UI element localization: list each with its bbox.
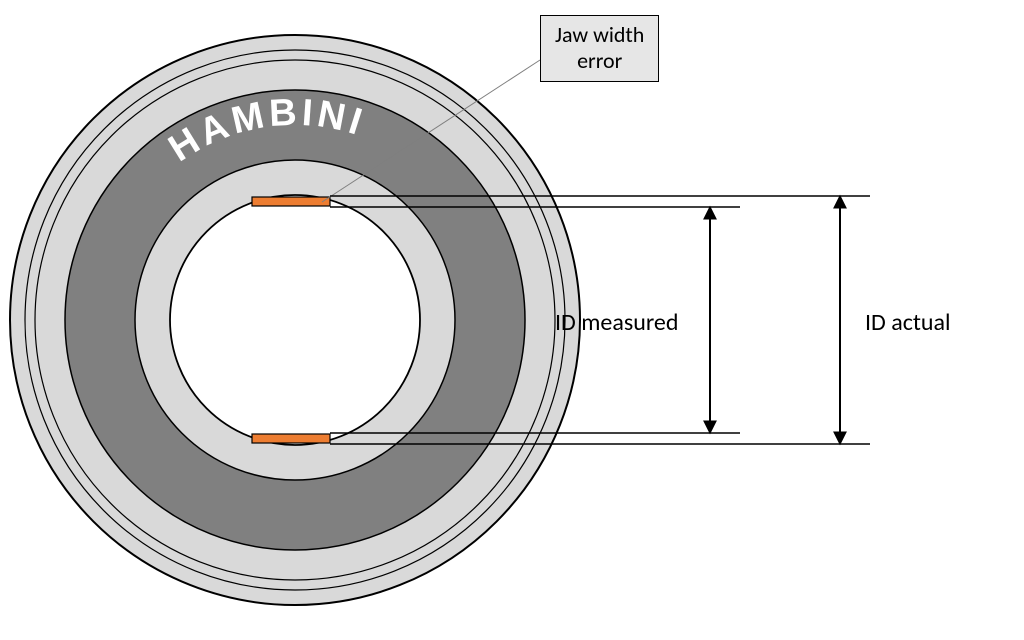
caliper-jaw-1 xyxy=(252,434,330,443)
caliper-jaw-0 xyxy=(252,197,330,206)
id-measured-label: ID measured xyxy=(555,308,678,337)
callout-line2: error xyxy=(555,48,644,74)
callout-line1: Jaw width xyxy=(555,22,644,48)
bearing-ring-5 xyxy=(170,195,420,445)
jaw-width-error-callout: Jaw width error xyxy=(540,15,659,82)
id-actual-label: ID actual xyxy=(865,308,951,337)
